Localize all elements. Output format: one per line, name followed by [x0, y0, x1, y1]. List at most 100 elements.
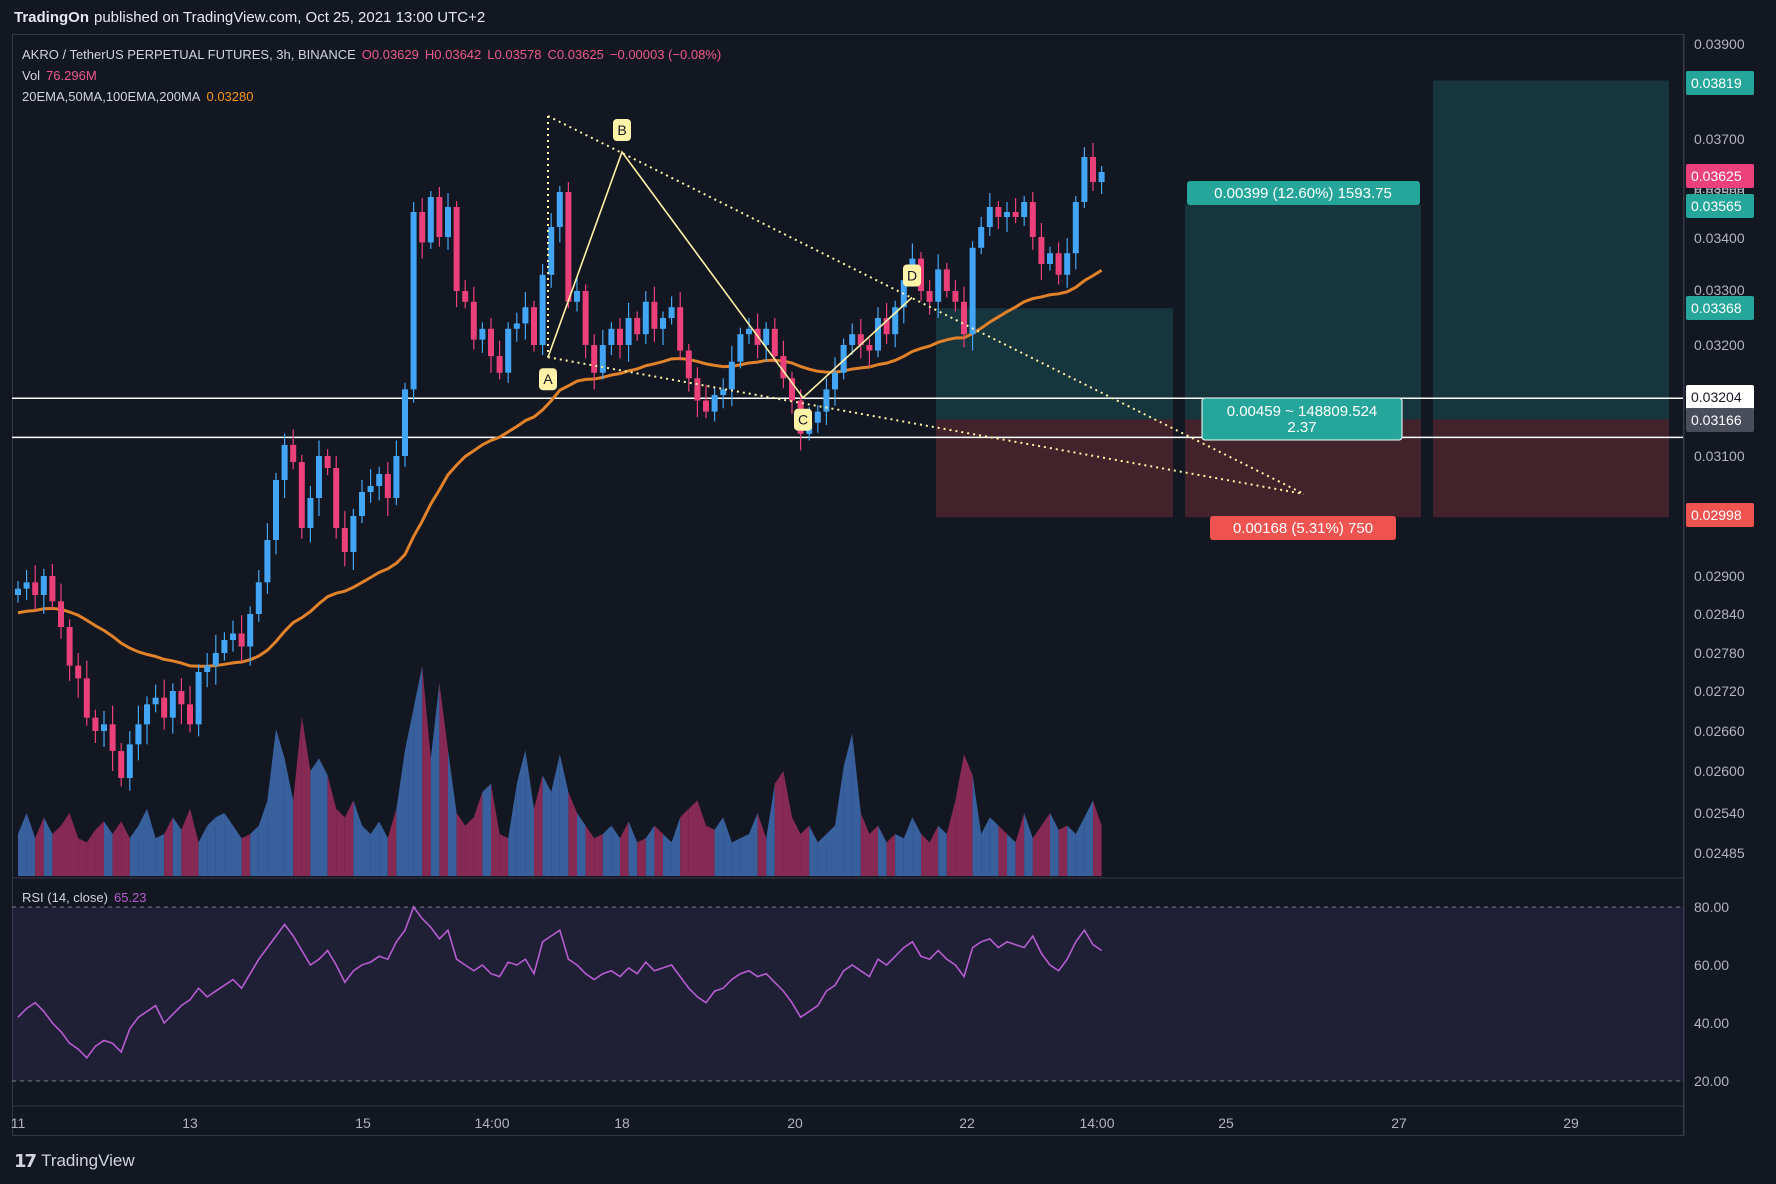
volume-segment — [181, 808, 190, 876]
candle-body — [66, 627, 73, 666]
volume-segment — [129, 825, 139, 876]
candle-body — [978, 227, 985, 248]
volume-segment — [671, 817, 681, 876]
volume-segment — [577, 813, 586, 876]
volume-segment — [972, 775, 982, 876]
rsi-panel: 80.00 60.00 40.00 20.00 — [12, 877, 1729, 1107]
volume-segment — [327, 775, 337, 876]
volume-segment — [1084, 800, 1093, 876]
tradingview-logo[interactable]: 17 TradingView — [14, 1151, 135, 1172]
publisher-name[interactable]: TradingOn — [14, 8, 89, 26]
candle-body — [952, 291, 959, 302]
volume-segment — [654, 825, 663, 876]
volume-segment — [362, 825, 371, 876]
candle-body — [935, 269, 942, 302]
pattern-point-d-label: D — [907, 267, 917, 283]
price-axis: 0.039000.037000.035000.034000.033000.032… — [1683, 34, 1754, 1136]
candle-body — [1072, 202, 1079, 254]
candle-body — [892, 307, 899, 335]
candle-body — [230, 633, 236, 640]
volume-segment — [336, 808, 345, 876]
volume-segment — [964, 754, 973, 876]
candle-body — [789, 378, 795, 401]
ratio-value: 2.37 — [1287, 419, 1316, 436]
candle-body — [840, 345, 847, 373]
symbol-title[interactable]: AKRO / TetherUS PERPETUAL FUTURES, 3h, B… — [22, 47, 356, 62]
ma-value: 0.03280 — [206, 89, 254, 104]
volume-segment — [43, 817, 53, 876]
volume-segment — [886, 834, 896, 876]
candle-body — [565, 192, 572, 302]
candle-body — [814, 411, 821, 423]
price-tick: 0.02780 — [1694, 645, 1745, 661]
volume-segment — [439, 682, 448, 876]
time-tick: 15 — [355, 1115, 371, 1131]
candle-body — [505, 328, 512, 373]
candle-body — [703, 400, 709, 412]
rsi-band — [12, 907, 1684, 1081]
candlesticks — [15, 143, 1105, 791]
candle-body — [221, 640, 228, 653]
volume-segment — [929, 825, 939, 876]
volume-segment — [792, 817, 801, 876]
volume-segment — [284, 758, 294, 876]
candle-body — [488, 328, 494, 357]
loss-zone — [936, 419, 1173, 518]
ma-label[interactable]: 20EMA,50MA,100EMA,200MA — [22, 89, 201, 104]
time-tick: 29 — [1563, 1115, 1579, 1131]
loss-label-box — [1210, 516, 1396, 540]
candle-body — [247, 614, 254, 647]
volume-segment — [224, 813, 233, 876]
candle-body — [513, 323, 520, 329]
candle-body — [316, 456, 322, 498]
rsi-legend: RSI (14, close) 65.23 — [22, 890, 147, 905]
volume-segment — [955, 754, 964, 876]
time-tick: 14:00 — [474, 1115, 509, 1131]
candle-body — [49, 576, 56, 602]
rsi-line — [17, 905, 1103, 1060]
volume-segment — [155, 834, 165, 876]
candle-body — [359, 492, 365, 516]
rsi-value: 65.23 — [113, 890, 147, 905]
candle-body — [857, 334, 864, 345]
candle-body — [694, 378, 701, 401]
profit-label: 0.00399 (12.60%) 1593.75 — [1214, 185, 1392, 202]
volume-segment — [525, 750, 534, 876]
volume-segment — [680, 808, 689, 876]
volume-segment — [946, 800, 956, 876]
volume-segment — [989, 817, 999, 876]
candle-body — [83, 678, 90, 718]
rsi-label[interactable]: RSI (14, close) — [22, 890, 108, 905]
pattern-point-b-badge — [613, 119, 631, 141]
symbol-legend: AKRO / TetherUS PERPETUAL FUTURES, 3h, B… — [22, 44, 721, 107]
volume-segment — [86, 829, 96, 876]
volume-segment — [215, 813, 225, 876]
candle-body — [15, 588, 21, 595]
volume-segment — [473, 792, 483, 876]
candle-body — [642, 301, 649, 335]
volume-segment — [757, 813, 767, 876]
volume-label[interactable]: Vol — [22, 68, 41, 83]
loss-zone — [1433, 419, 1669, 518]
candle-body — [419, 212, 426, 243]
volume-segment — [852, 733, 861, 876]
volume-segment — [52, 825, 61, 876]
candle-body — [462, 291, 469, 302]
volume-segment — [585, 825, 595, 876]
volume-segment — [998, 825, 1007, 876]
volume-segment — [396, 750, 405, 876]
volume-segment — [250, 825, 259, 876]
target-price-3: 0.03819 — [1691, 75, 1742, 91]
volume-segment — [190, 808, 199, 876]
candle-body — [238, 633, 245, 647]
candle-body — [943, 269, 950, 291]
volume-segment — [310, 758, 319, 876]
candle-body — [986, 207, 993, 227]
candle-body — [737, 334, 744, 362]
pattern-point-a-badge — [539, 368, 557, 391]
candle-body — [660, 318, 666, 329]
chart-frame — [12, 34, 1684, 1136]
volume-segment — [663, 834, 672, 876]
